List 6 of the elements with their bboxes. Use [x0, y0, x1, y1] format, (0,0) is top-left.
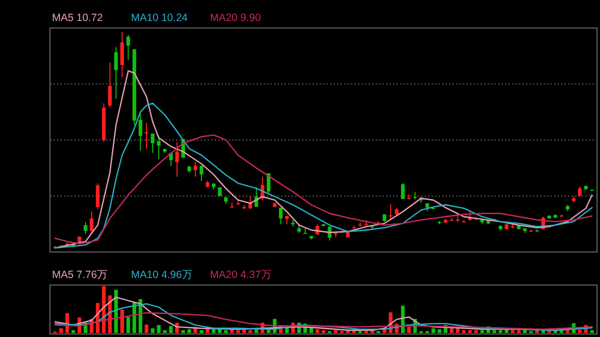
- text: MA10 4.96万: [131, 269, 193, 281]
- series-label: MA5 7.76万: [52, 269, 108, 281]
- text: MA5 10.72: [52, 12, 103, 24]
- text: MA20 4.37万: [210, 269, 272, 281]
- text: MA20 9.90: [210, 12, 261, 24]
- text: MA10 10.24: [131, 12, 188, 24]
